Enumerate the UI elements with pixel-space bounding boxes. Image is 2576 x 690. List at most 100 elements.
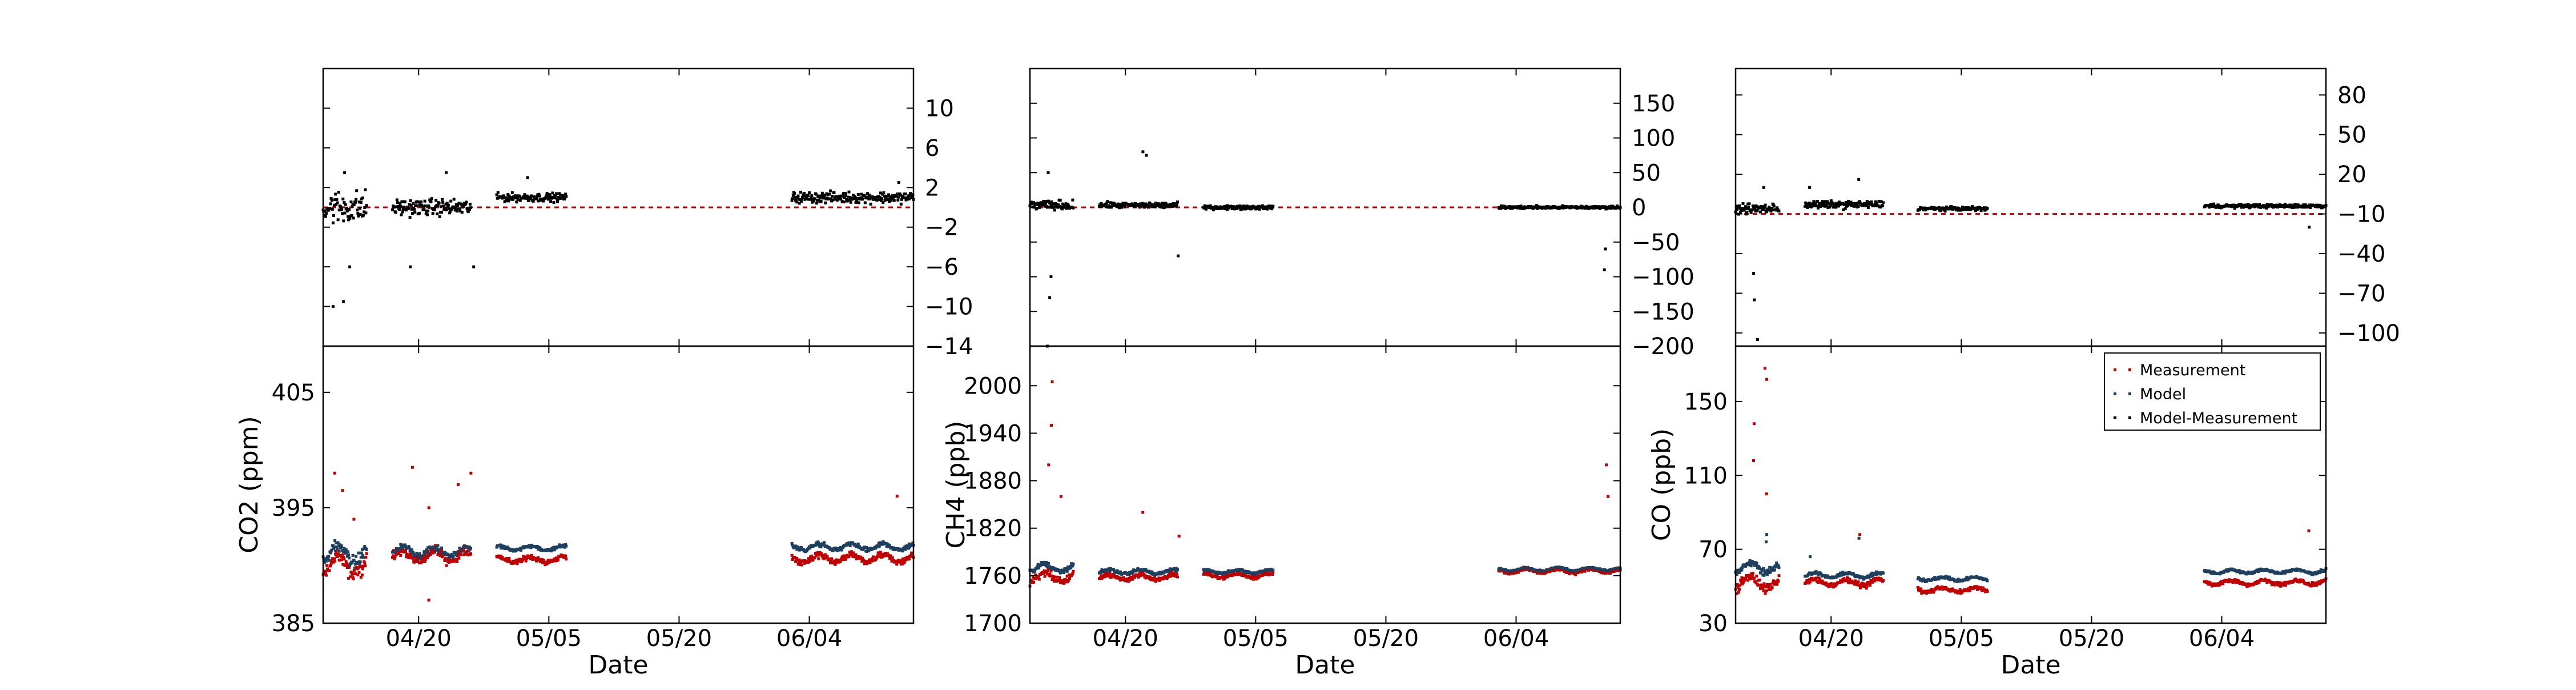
y-tick-label-right: 80: [2337, 82, 2366, 109]
difference-point: [457, 202, 461, 205]
difference-point: [537, 199, 540, 203]
difference-point: [866, 192, 870, 195]
top-panel-points: [321, 171, 915, 308]
measurement-point: [1523, 568, 1526, 572]
model-point: [1875, 573, 1879, 576]
model-point: [1765, 540, 1768, 544]
model-point: [2257, 570, 2260, 573]
measurement-point: [1761, 584, 1764, 588]
measurement-point: [1966, 589, 1970, 593]
model-point: [361, 553, 364, 557]
difference-point: [395, 205, 398, 208]
difference-point: [1843, 203, 1846, 206]
measurement-point: [834, 563, 837, 566]
difference-point: [1133, 205, 1136, 208]
difference-point: [819, 196, 822, 200]
difference-point: [1808, 201, 1811, 204]
measurement-point: [1769, 583, 1772, 587]
difference-point: [359, 213, 362, 216]
difference-point: [1777, 210, 1781, 213]
difference-point: [1048, 201, 1052, 204]
difference-point: [1142, 202, 1145, 206]
model-point: [2282, 569, 2285, 573]
measurement-point: [407, 556, 410, 559]
measurement-point: [1741, 579, 1745, 582]
measurement-point: [1738, 588, 1741, 591]
difference-point: [331, 207, 334, 211]
model-point: [330, 548, 333, 552]
difference-point: [564, 196, 567, 199]
legend-marker: [2128, 392, 2131, 395]
measurement-point: [879, 551, 882, 554]
difference-point: [887, 193, 891, 196]
difference-point: [407, 206, 410, 210]
legend-entry-label: Model-Measurement: [2140, 410, 2297, 427]
measurement-point: [336, 555, 339, 558]
measurement-point: [341, 489, 344, 492]
model-point: [495, 545, 498, 549]
measurement-point: [875, 556, 879, 560]
measurement-point: [520, 560, 524, 564]
model-point: [1775, 561, 1778, 565]
difference-point: [1828, 206, 1832, 209]
model-point: [446, 553, 449, 556]
model-point: [1738, 571, 1741, 574]
difference-point: [1058, 198, 1062, 202]
measurement-point: [350, 571, 353, 575]
model-point: [1767, 569, 1770, 573]
difference-point: [348, 208, 351, 211]
difference-point: [882, 201, 885, 204]
difference-point: [863, 194, 866, 197]
measurement-point: [1251, 577, 1255, 581]
difference-point: [532, 199, 535, 203]
model-point: [360, 548, 364, 551]
measurement-point: [334, 552, 337, 556]
model-point: [1128, 572, 1132, 576]
y-tick-label-right: −150: [1632, 299, 1694, 325]
legend-entry-label: Model: [2140, 386, 2186, 403]
measurement-point: [1737, 591, 1740, 594]
model-point: [1986, 579, 1989, 583]
measurement-point: [808, 559, 812, 562]
difference-point: [1874, 200, 1877, 203]
difference-point: [1939, 209, 1942, 212]
measurement-point: [392, 549, 396, 552]
model-point: [432, 545, 436, 549]
model-point: [359, 556, 363, 559]
difference-point: [362, 214, 365, 217]
measurement-point: [2301, 579, 2305, 582]
difference-point: [1986, 207, 1989, 210]
difference-point: [1237, 206, 1241, 210]
measurement-point: [2279, 581, 2282, 584]
model-point: [341, 549, 345, 552]
model-point: [1047, 561, 1050, 565]
measurement-point: [427, 599, 430, 602]
difference-point: [895, 195, 899, 198]
y-tick-label: 30: [1698, 611, 1728, 637]
model-point: [1065, 568, 1068, 571]
measurement-point: [410, 466, 414, 469]
difference-point: [561, 194, 565, 197]
difference-point: [1826, 200, 1829, 203]
difference-point: [336, 201, 339, 204]
difference-point: [331, 305, 335, 308]
model-point: [1748, 559, 1752, 562]
model-point: [901, 549, 904, 553]
measurement-point: [1753, 576, 1756, 580]
difference-point: [1250, 207, 1254, 210]
difference-point: [1855, 203, 1858, 207]
measurement-point: [423, 560, 426, 563]
measurement-point: [1052, 577, 1055, 580]
difference-point: [333, 203, 336, 207]
difference-point: [1752, 272, 1756, 275]
difference-point: [1062, 203, 1066, 207]
measurement-point: [1854, 579, 1857, 583]
difference-point: [1213, 207, 1217, 210]
difference-point: [1873, 204, 1876, 207]
difference-point: [1882, 201, 1885, 204]
difference-point: [1863, 202, 1866, 205]
model-point: [400, 545, 403, 548]
measurement-point: [1101, 575, 1105, 579]
difference-point: [867, 195, 870, 199]
measurement-point: [501, 556, 504, 559]
